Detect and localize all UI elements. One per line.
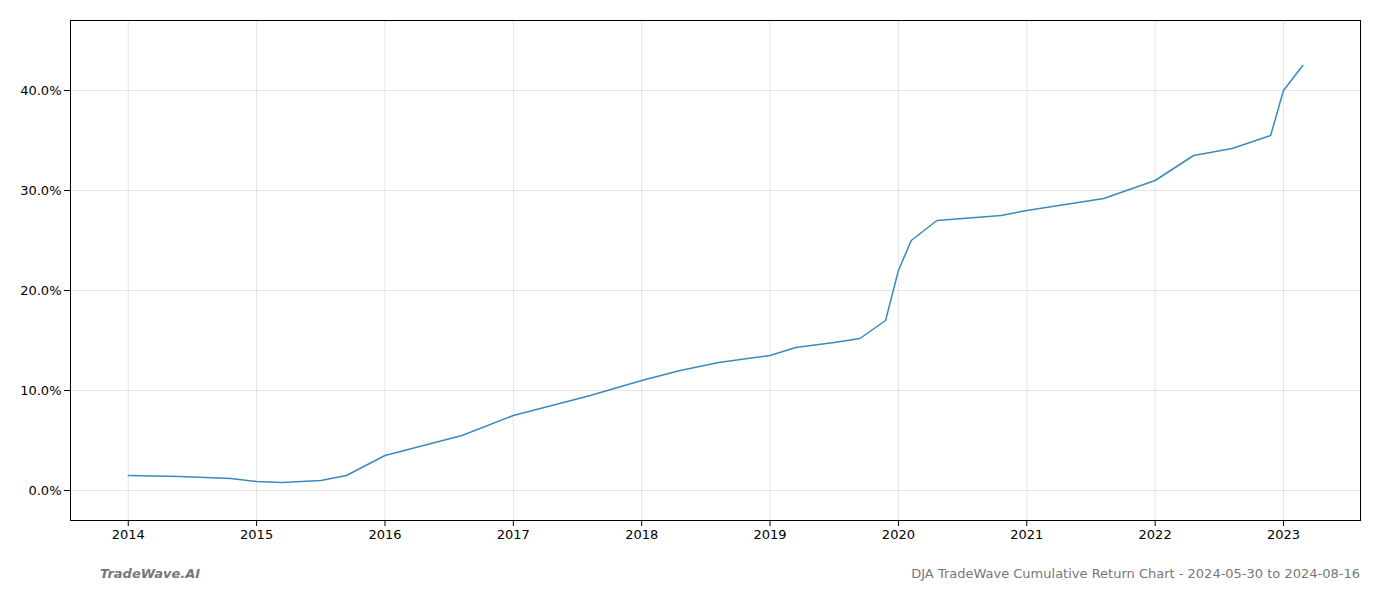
svg-text:2021: 2021 — [1010, 527, 1043, 542]
svg-text:2019: 2019 — [754, 527, 787, 542]
svg-text:30.0%: 30.0% — [20, 183, 61, 198]
svg-text:2020: 2020 — [882, 527, 915, 542]
svg-text:10.0%: 10.0% — [20, 383, 61, 398]
svg-text:2014: 2014 — [112, 527, 145, 542]
svg-text:2015: 2015 — [240, 527, 273, 542]
svg-text:0.0%: 0.0% — [28, 483, 61, 498]
svg-text:2016: 2016 — [368, 527, 401, 542]
html-text:DJA TradeWave Cumulative Retur: DJA TradeWave Cumulative Return Chart - … — [911, 566, 1360, 581]
svg-text:20.0%: 20.0% — [20, 283, 61, 298]
html-text:TradeWave.AI: TradeWave.AI — [100, 566, 201, 581]
svg-text:2022: 2022 — [1139, 527, 1172, 542]
svg-text:2018: 2018 — [625, 527, 658, 542]
svg-text:40.0%: 40.0% — [20, 83, 61, 98]
svg-text:2017: 2017 — [497, 527, 530, 542]
svg-text:2023: 2023 — [1267, 527, 1300, 542]
